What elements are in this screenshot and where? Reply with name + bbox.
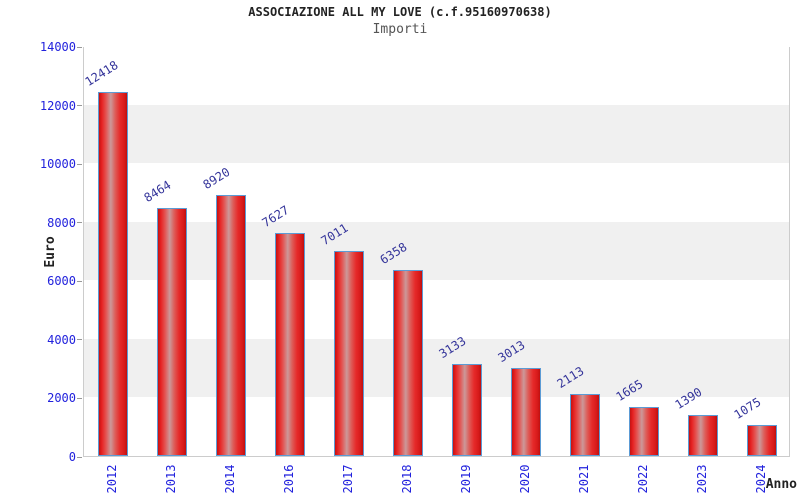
y-tick-label: 6000 bbox=[47, 274, 76, 289]
x-tick-label: 2023 bbox=[694, 464, 709, 494]
bar bbox=[157, 208, 188, 456]
x-tick-label: 2018 bbox=[400, 464, 415, 494]
bar bbox=[98, 92, 129, 456]
bar-value-label: 1390 bbox=[672, 385, 709, 412]
bar-value-label: 8464 bbox=[142, 178, 178, 205]
x-tick-label: 2016 bbox=[282, 464, 297, 494]
plot-area bbox=[83, 46, 790, 457]
bar bbox=[451, 364, 482, 456]
bar bbox=[746, 424, 777, 456]
x-tick-label: 2020 bbox=[517, 464, 532, 494]
x-tick-label: 2013 bbox=[164, 464, 179, 494]
y-axis-title: Euro bbox=[43, 236, 58, 268]
bar-value-label: 2113 bbox=[554, 364, 591, 391]
bar bbox=[510, 367, 541, 456]
grid-band bbox=[84, 397, 789, 456]
y-tick-label: 12000 bbox=[39, 98, 76, 113]
x-tick-label: 2019 bbox=[458, 464, 473, 494]
bar bbox=[334, 250, 365, 456]
x-tick-label: 2012 bbox=[105, 464, 120, 494]
bar bbox=[687, 415, 718, 456]
y-tick-mark bbox=[77, 105, 82, 107]
y-tick-mark bbox=[77, 222, 82, 224]
grid-band bbox=[84, 163, 789, 222]
y-tick-mark bbox=[77, 339, 82, 341]
y-tick-label: 2000 bbox=[47, 391, 76, 406]
y-tick-mark bbox=[77, 397, 82, 399]
y-tick-label: 14000 bbox=[39, 40, 76, 54]
grid-band bbox=[84, 338, 789, 398]
y-tick-mark bbox=[77, 280, 82, 282]
x-axis-title: Anno bbox=[765, 477, 797, 492]
x-tick-label: 2022 bbox=[635, 464, 650, 494]
bar-value-label: 3133 bbox=[437, 334, 473, 361]
x-tick-label: 2024 bbox=[753, 464, 768, 494]
grid-band bbox=[84, 104, 789, 164]
grid-band bbox=[84, 280, 789, 339]
y-tick-label: 0 bbox=[68, 450, 76, 464]
grid-band bbox=[84, 46, 789, 105]
x-tick-label: 2014 bbox=[223, 464, 238, 494]
bar bbox=[628, 407, 659, 456]
chart-title: ASSOCIAZIONE ALL MY LOVE (c.f.9516097063… bbox=[248, 5, 552, 19]
bar-value-label: 6358 bbox=[378, 240, 414, 267]
bar bbox=[216, 194, 247, 456]
bar-value-label: 3013 bbox=[495, 338, 532, 365]
chart-subtitle: Importi bbox=[372, 22, 428, 37]
y-tick-mark bbox=[77, 456, 82, 458]
bar bbox=[393, 269, 424, 456]
bar bbox=[569, 394, 600, 456]
bar-value-label: 1665 bbox=[613, 377, 650, 404]
x-tick-label: 2021 bbox=[576, 464, 591, 494]
y-tick-label: 10000 bbox=[39, 157, 76, 172]
y-tick-label: 8000 bbox=[47, 215, 76, 230]
bar-value-label: 7627 bbox=[260, 202, 296, 229]
y-tick-label: 4000 bbox=[47, 332, 76, 347]
grid-band bbox=[84, 221, 789, 281]
bar-value-label: 1075 bbox=[731, 394, 768, 421]
y-tick-mark bbox=[77, 46, 82, 48]
bar-value-label: 7011 bbox=[319, 220, 355, 247]
bar-value-label: 12418 bbox=[83, 58, 126, 89]
bar-value-label: 8920 bbox=[201, 165, 237, 192]
x-tick-label: 2017 bbox=[341, 464, 356, 494]
y-tick-mark bbox=[77, 163, 82, 165]
bar bbox=[275, 232, 306, 456]
